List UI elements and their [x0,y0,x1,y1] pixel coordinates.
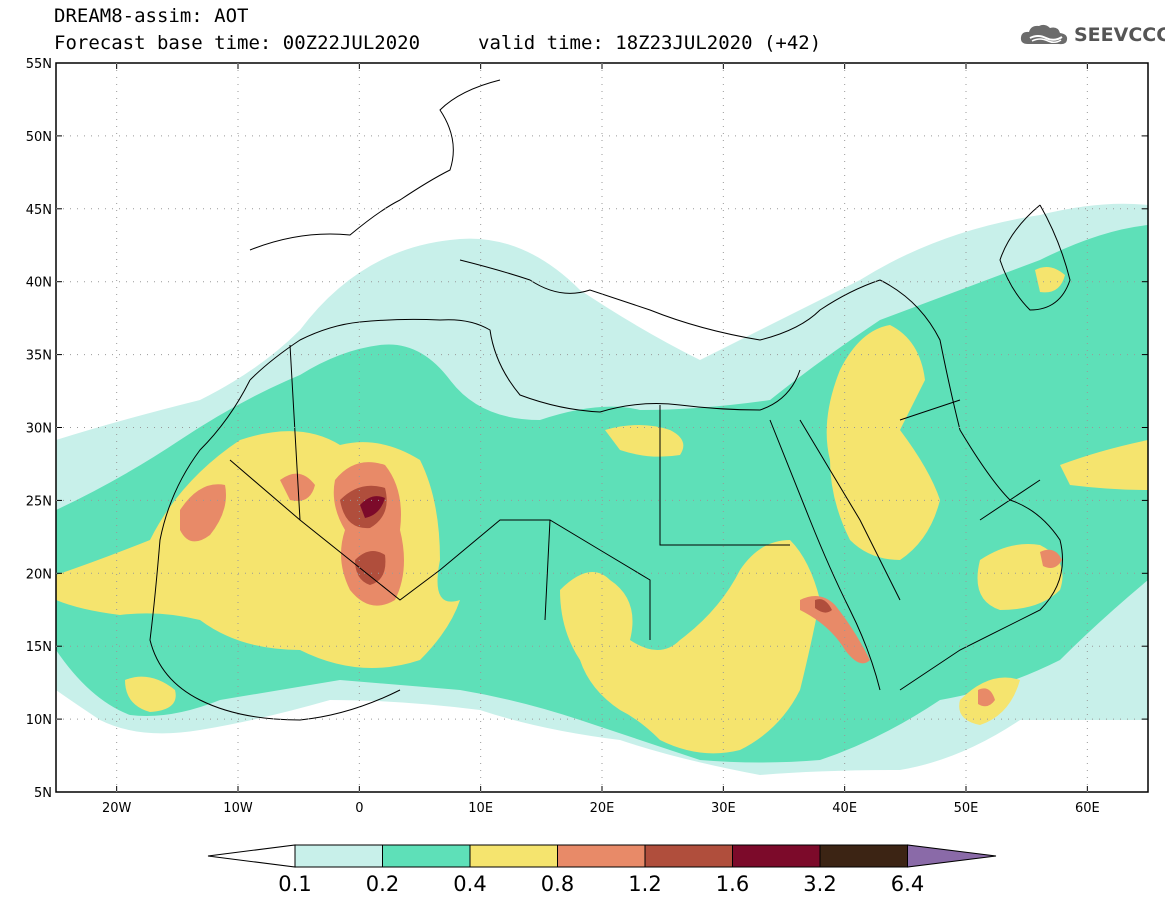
lon-tick-label: 60E [1075,801,1100,816]
colorbar-under-arrow [207,844,296,868]
aot-band-1.6 [360,496,385,518]
colorbar-swatch [469,844,558,868]
aot-band-1.2 [355,551,386,585]
seevccc-logo: SEEVCCC [1018,22,1165,48]
lat-tick-label: 55N [26,57,52,72]
cloud-icon [1020,24,1068,45]
valid-time: valid time: 18Z23JUL2020 (+42) [478,32,822,54]
colorbar-over-arrow [907,844,997,868]
lat-tick-label: 20N [26,567,52,582]
colorbar-label: 0.2 [366,872,399,896]
colorbar-label: 0.8 [541,872,574,896]
colorbar-label: 1.2 [628,872,661,896]
lon-tick-label: 40E [832,801,857,816]
aot-field [56,203,1148,775]
colorbar-label: 3.2 [803,872,836,896]
colorbar-swatch [732,844,821,868]
colorbar: 0.1 0.2 0.4 0.8 1.2 1.6 3.2 6.4 [207,844,997,896]
aot-band-0.8 [800,596,870,664]
coastline-caspian [999,204,1071,311]
lat-tick-label: 15N [26,640,52,655]
coastline-west-africa [149,379,401,721]
lat-tick-label: 35N [26,349,52,364]
lon-tick-label: 50E [954,801,979,816]
aot-band-0.4 [1060,440,1148,490]
colorbar-swatch [644,844,733,868]
aot-band-0.4 [560,540,820,754]
coastline-arabia [879,279,1063,691]
lon-tick-label: 10W [223,801,253,816]
coastlines [149,79,1071,721]
aot-band-0.8 [180,484,226,542]
colorbar-swatch [294,844,383,868]
lon-tick-label: 20W [102,801,132,816]
aot-band-0.8 [978,688,995,707]
lon-tick-label: 20E [590,801,615,816]
forecast-base-time: Forecast base time: 00Z22JUL2020 [54,32,421,54]
aot-band-0.4 [977,544,1063,610]
lat-axis: 55N 50N 45N 40N 35N 30N 25N 20N 15N 10N 5N [26,57,1148,801]
aot-band-0.4 [1035,266,1065,293]
colorbar-swatch [819,844,908,868]
lat-tick-label: 30N [26,422,52,437]
lat-tick-label: 50N [26,130,52,145]
aot-band-0.4 [826,325,940,560]
lon-tick-label: 10E [468,801,493,816]
aot-band-0.8 [1040,549,1062,568]
border-lines [229,344,1041,640]
coastline-europe [249,79,881,341]
lon-tick-label: 0 [355,801,363,816]
map-title: DREAM8-assim: AOT [54,5,249,27]
lat-tick-label: 40N [26,276,52,291]
lat-tick-label: 45N [26,203,52,218]
colorbar-swatch [557,844,646,868]
colorbar-swatch [382,844,471,868]
coastline-red-sea [769,419,901,691]
logo-text: SEEVCCC [1074,24,1165,46]
aot-band-1.2 [815,599,832,613]
colorbar-label: 1.6 [716,872,749,896]
colorbar-label: 0.4 [453,872,486,896]
lat-tick-label: 10N [26,713,52,728]
colorbar-label: 0.1 [278,872,311,896]
coastline-north-africa [249,318,801,413]
lon-tick-label: 30E [711,801,736,816]
colorbar-label: 6.4 [891,872,924,896]
lat-tick-label: 25N [26,494,52,509]
aot-band-0.8 [280,473,315,501]
gridlines [56,63,1148,792]
lon-axis: 20W 10W 0 10E 20E 30E 40E 50E 60E [102,63,1100,816]
lat-tick-label: 5N [34,786,52,801]
aot-band-0.4 [605,425,684,457]
aot-band-0.4 [125,676,176,712]
